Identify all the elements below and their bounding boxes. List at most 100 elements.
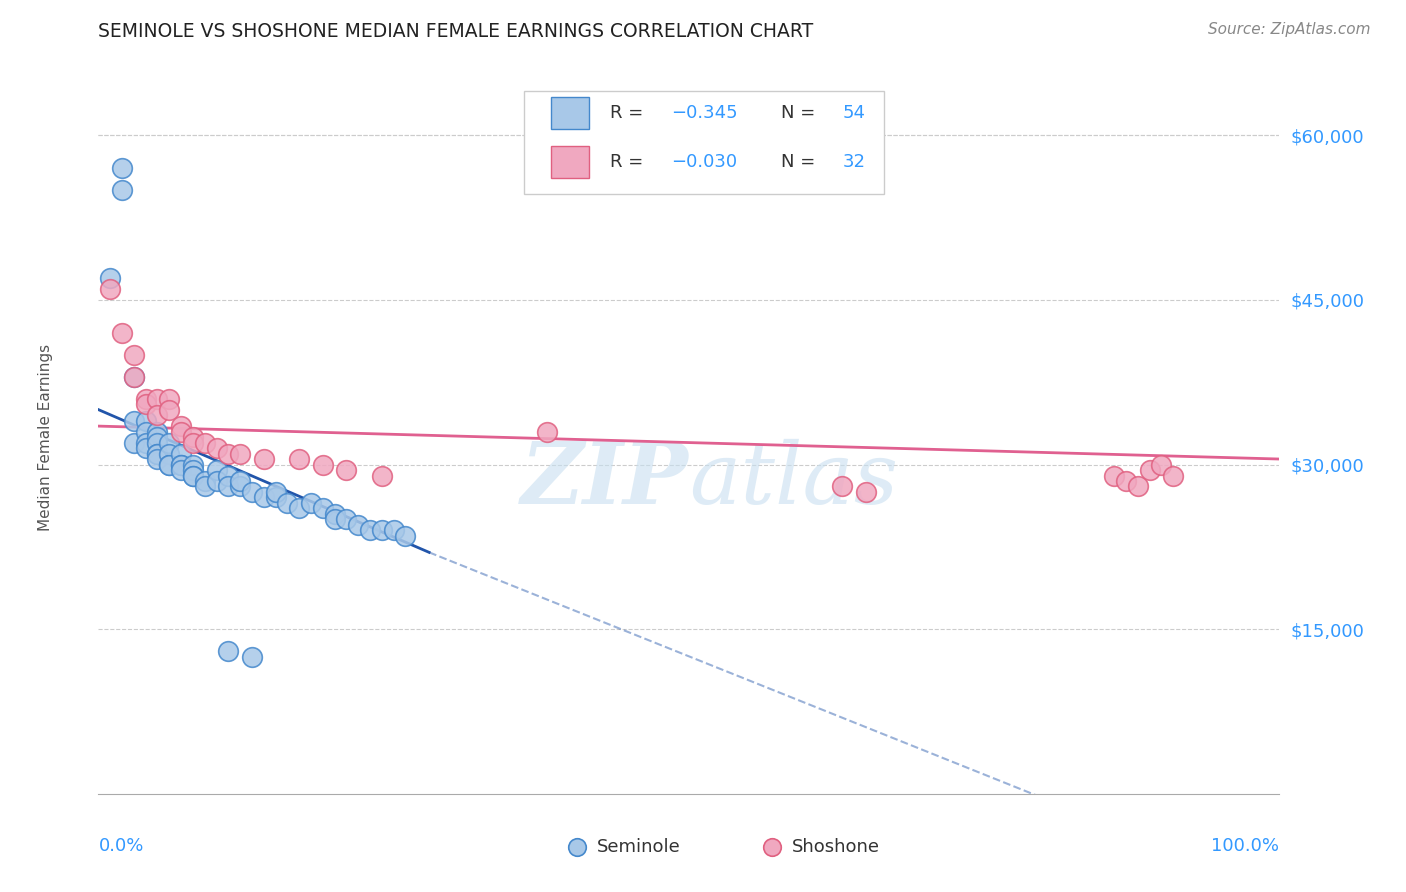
- Text: 32: 32: [842, 153, 866, 171]
- Text: atlas: atlas: [689, 439, 898, 521]
- Point: [146, 446, 169, 460]
- Point: [170, 463, 193, 477]
- Point: [761, 787, 783, 801]
- Point: [181, 430, 204, 444]
- Point: [312, 501, 335, 516]
- Text: Source: ZipAtlas.com: Source: ZipAtlas.com: [1208, 22, 1371, 37]
- Point: [382, 524, 405, 538]
- Point: [288, 501, 311, 516]
- Point: [205, 463, 228, 477]
- Point: [111, 161, 134, 175]
- Point: [146, 392, 169, 406]
- Point: [157, 392, 180, 406]
- Point: [288, 452, 311, 467]
- Point: [98, 282, 121, 296]
- Point: [194, 474, 217, 488]
- Point: [181, 468, 204, 483]
- Point: [240, 649, 263, 664]
- Point: [205, 441, 228, 455]
- Text: SEMINOLE VS SHOSHONE MEDIAN FEMALE EARNINGS CORRELATION CHART: SEMINOLE VS SHOSHONE MEDIAN FEMALE EARNI…: [98, 22, 814, 41]
- Point: [205, 474, 228, 488]
- Point: [135, 435, 157, 450]
- Point: [135, 397, 157, 411]
- Point: [1126, 479, 1149, 493]
- Point: [157, 402, 180, 417]
- Point: [217, 468, 239, 483]
- Point: [276, 496, 298, 510]
- Point: [240, 485, 263, 500]
- Point: [146, 408, 169, 422]
- Point: [157, 435, 180, 450]
- Point: [146, 446, 169, 460]
- Text: N =: N =: [782, 103, 821, 121]
- Point: [122, 369, 145, 384]
- Point: [371, 524, 394, 538]
- Point: [111, 183, 134, 197]
- Text: −0.030: −0.030: [671, 153, 737, 171]
- Point: [122, 414, 145, 428]
- Point: [1150, 458, 1173, 472]
- Point: [146, 425, 169, 439]
- Point: [264, 485, 287, 500]
- Point: [1102, 468, 1125, 483]
- Point: [264, 491, 287, 505]
- Point: [157, 446, 180, 460]
- Point: [831, 479, 853, 493]
- Point: [135, 441, 157, 455]
- Point: [253, 452, 276, 467]
- Point: [170, 446, 193, 460]
- Text: R =: R =: [610, 153, 648, 171]
- Point: [855, 485, 877, 500]
- Point: [181, 458, 204, 472]
- Point: [229, 479, 252, 493]
- Point: [135, 414, 157, 428]
- Point: [170, 425, 193, 439]
- Point: [335, 512, 357, 526]
- Point: [122, 435, 145, 450]
- Point: [146, 452, 169, 467]
- Text: ZIP: ZIP: [522, 438, 689, 522]
- Point: [394, 529, 416, 543]
- Point: [122, 369, 145, 384]
- Point: [323, 512, 346, 526]
- Point: [135, 425, 157, 439]
- Point: [111, 326, 134, 340]
- Point: [217, 644, 239, 658]
- Point: [1115, 474, 1137, 488]
- FancyBboxPatch shape: [551, 96, 589, 128]
- Text: −0.345: −0.345: [671, 103, 738, 121]
- Point: [194, 435, 217, 450]
- Text: 100.0%: 100.0%: [1212, 837, 1279, 855]
- Point: [335, 463, 357, 477]
- Text: N =: N =: [782, 153, 821, 171]
- Point: [181, 463, 204, 477]
- FancyBboxPatch shape: [551, 146, 589, 178]
- Point: [371, 468, 394, 483]
- Point: [253, 491, 276, 505]
- Point: [229, 474, 252, 488]
- Point: [312, 458, 335, 472]
- Point: [323, 507, 346, 521]
- Text: R =: R =: [610, 103, 648, 121]
- Text: 0.0%: 0.0%: [98, 837, 143, 855]
- Point: [157, 458, 180, 472]
- Point: [1139, 463, 1161, 477]
- Point: [170, 458, 193, 472]
- Point: [157, 458, 180, 472]
- Point: [170, 419, 193, 434]
- Point: [229, 446, 252, 460]
- Point: [194, 479, 217, 493]
- Text: 54: 54: [842, 103, 866, 121]
- Point: [217, 446, 239, 460]
- Point: [146, 435, 169, 450]
- Text: Seminole: Seminole: [596, 838, 681, 856]
- Point: [299, 496, 322, 510]
- Point: [135, 392, 157, 406]
- Point: [170, 458, 193, 472]
- Point: [536, 425, 558, 439]
- Point: [565, 787, 588, 801]
- Point: [98, 271, 121, 285]
- Point: [181, 468, 204, 483]
- Point: [181, 435, 204, 450]
- FancyBboxPatch shape: [523, 91, 884, 194]
